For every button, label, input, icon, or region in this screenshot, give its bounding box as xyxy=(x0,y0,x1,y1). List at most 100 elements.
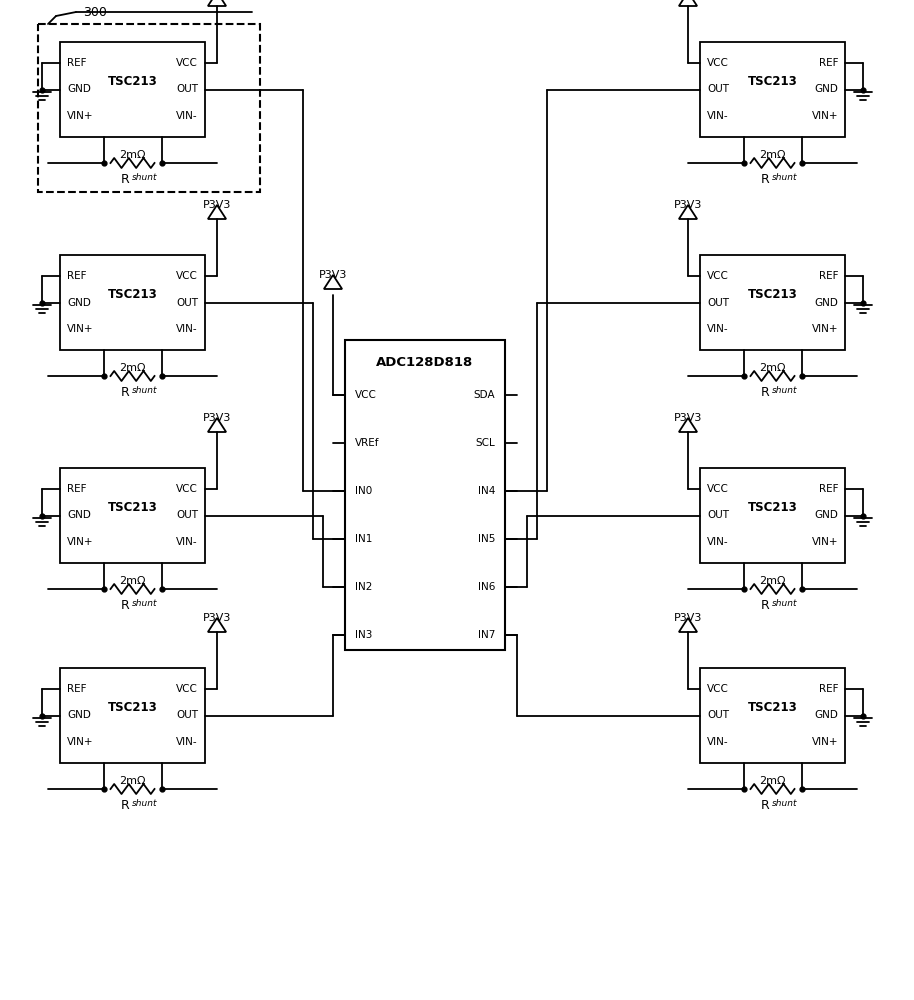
Text: TSC213: TSC213 xyxy=(748,288,797,301)
Bar xyxy=(60,668,205,763)
Text: GND: GND xyxy=(67,298,90,308)
Text: shunt: shunt xyxy=(771,386,797,395)
Text: VIN+: VIN+ xyxy=(812,324,838,334)
Text: R: R xyxy=(121,386,130,399)
Text: GND: GND xyxy=(67,85,90,95)
Text: OUT: OUT xyxy=(176,710,198,720)
Text: shunt: shunt xyxy=(132,173,157,182)
Text: R: R xyxy=(760,599,770,612)
Text: VCC: VCC xyxy=(707,484,728,494)
Bar xyxy=(60,255,205,350)
Text: 2mΩ: 2mΩ xyxy=(760,776,786,786)
Text: 2mΩ: 2mΩ xyxy=(760,150,786,160)
Text: shunt: shunt xyxy=(771,173,797,182)
Text: 2mΩ: 2mΩ xyxy=(119,776,145,786)
Text: GND: GND xyxy=(814,85,838,95)
Text: ADC128D818: ADC128D818 xyxy=(377,356,473,368)
Text: REF: REF xyxy=(67,271,87,281)
Text: 2mΩ: 2mΩ xyxy=(760,576,786,586)
Text: R: R xyxy=(121,599,130,612)
Text: TSC213: TSC213 xyxy=(748,701,797,714)
Text: shunt: shunt xyxy=(132,599,157,608)
Text: P3V3: P3V3 xyxy=(203,413,231,423)
Text: VIN-: VIN- xyxy=(176,537,198,547)
Text: shunt: shunt xyxy=(771,799,797,808)
Text: IN2: IN2 xyxy=(355,582,372,592)
Text: TSC213: TSC213 xyxy=(748,501,797,514)
Text: VIN+: VIN+ xyxy=(67,537,93,547)
Text: VIN-: VIN- xyxy=(707,111,728,121)
Text: REF: REF xyxy=(67,484,87,494)
Text: VCC: VCC xyxy=(176,58,198,68)
Text: shunt: shunt xyxy=(132,386,157,395)
Bar xyxy=(700,668,845,763)
Text: VCC: VCC xyxy=(176,684,198,694)
Text: VCC: VCC xyxy=(176,271,198,281)
Text: TSC213: TSC213 xyxy=(108,75,157,88)
Text: REF: REF xyxy=(819,271,838,281)
Text: GND: GND xyxy=(814,510,838,520)
Text: P3V3: P3V3 xyxy=(203,200,231,210)
Text: OUT: OUT xyxy=(707,298,729,308)
Text: IN7: IN7 xyxy=(478,630,495,640)
Text: P3V3: P3V3 xyxy=(203,613,231,623)
Text: R: R xyxy=(760,173,770,186)
Bar xyxy=(345,340,505,650)
Bar xyxy=(60,468,205,563)
Text: VIN-: VIN- xyxy=(176,111,198,121)
Text: GND: GND xyxy=(67,510,90,520)
Text: P3V3: P3V3 xyxy=(319,270,347,280)
Text: VIN+: VIN+ xyxy=(67,324,93,334)
Text: IN0: IN0 xyxy=(355,486,372,496)
Text: TSC213: TSC213 xyxy=(108,288,157,301)
Text: VIN+: VIN+ xyxy=(67,111,93,121)
Bar xyxy=(700,42,845,137)
Text: VIN+: VIN+ xyxy=(812,537,838,547)
Text: P3V3: P3V3 xyxy=(674,613,702,623)
Text: IN4: IN4 xyxy=(478,486,495,496)
Text: IN5: IN5 xyxy=(478,534,495,544)
Text: SDA: SDA xyxy=(473,390,495,400)
Text: VIN+: VIN+ xyxy=(812,111,838,121)
Text: VIN-: VIN- xyxy=(707,737,728,747)
Text: REF: REF xyxy=(67,58,87,68)
Text: VCC: VCC xyxy=(707,684,728,694)
Text: OUT: OUT xyxy=(176,85,198,95)
Text: 2mΩ: 2mΩ xyxy=(119,576,145,586)
Text: OUT: OUT xyxy=(707,85,729,95)
Text: IN6: IN6 xyxy=(478,582,495,592)
Text: TSC213: TSC213 xyxy=(108,701,157,714)
Text: VIN+: VIN+ xyxy=(67,737,93,747)
Text: OUT: OUT xyxy=(176,298,198,308)
Text: REF: REF xyxy=(819,484,838,494)
Text: R: R xyxy=(760,386,770,399)
Text: VIN-: VIN- xyxy=(176,324,198,334)
Text: VIN-: VIN- xyxy=(707,537,728,547)
Bar xyxy=(700,255,845,350)
Text: P3V3: P3V3 xyxy=(674,413,702,423)
Text: VCC: VCC xyxy=(707,271,728,281)
Text: 2mΩ: 2mΩ xyxy=(119,363,145,373)
Text: IN3: IN3 xyxy=(355,630,372,640)
Text: GND: GND xyxy=(814,298,838,308)
Text: R: R xyxy=(121,173,130,186)
Text: VCC: VCC xyxy=(355,390,377,400)
Text: 2mΩ: 2mΩ xyxy=(760,363,786,373)
Text: 2mΩ: 2mΩ xyxy=(119,150,145,160)
Text: VREf: VREf xyxy=(355,438,379,448)
Text: VCC: VCC xyxy=(176,484,198,494)
Text: VCC: VCC xyxy=(707,58,728,68)
Text: TSC213: TSC213 xyxy=(108,501,157,514)
Text: REF: REF xyxy=(819,58,838,68)
Text: GND: GND xyxy=(814,710,838,720)
Bar xyxy=(700,468,845,563)
Text: REF: REF xyxy=(67,684,87,694)
Text: VIN-: VIN- xyxy=(707,324,728,334)
Text: 300: 300 xyxy=(83,5,107,18)
Text: IN1: IN1 xyxy=(355,534,372,544)
Text: GND: GND xyxy=(67,710,90,720)
Text: shunt: shunt xyxy=(132,799,157,808)
Text: VIN+: VIN+ xyxy=(812,737,838,747)
Text: OUT: OUT xyxy=(176,510,198,520)
Bar xyxy=(60,42,205,137)
